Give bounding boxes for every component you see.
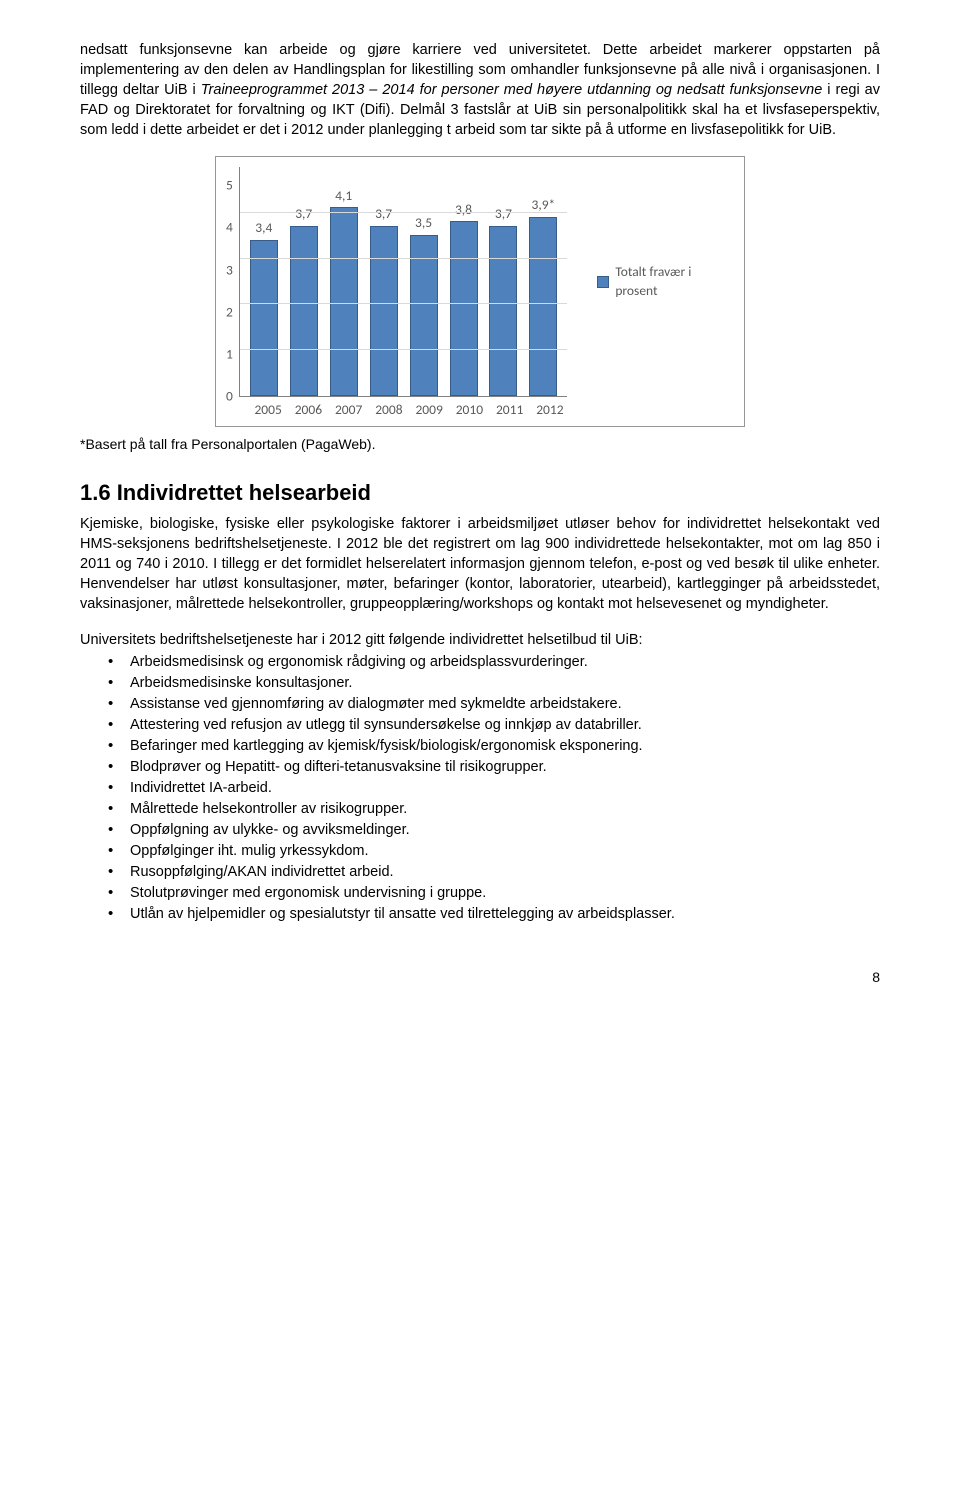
bar-rect — [410, 235, 438, 396]
bar-rect — [250, 240, 278, 396]
bar-value-label: 3,5 — [415, 214, 432, 233]
chart-plot-area: 3,4 3,7 4,1 3,7 3,5 3,8 3,7 3,9* — [239, 167, 568, 397]
list-item: Attestering ved refusjon av utlegg til s… — [108, 715, 880, 735]
bar-rect — [529, 217, 557, 396]
legend-label: Totalt fravær i prosent — [615, 263, 736, 300]
section-paragraph-1: Kjemiske, biologiske, fysiske eller psyk… — [80, 514, 880, 614]
x-tick-label: 2011 — [496, 401, 523, 420]
chart-y-axis: 543210 — [226, 167, 239, 397]
bar-rect — [450, 221, 478, 396]
chart-x-axis: 2005 2006 2007 2008 2009 2010 2011 2012 — [244, 397, 574, 420]
x-tick-label: 2009 — [415, 401, 442, 420]
absence-chart: 543210 3,4 3,7 4,1 3,7 3,5 3,8 3,7 3,9* Totalt … — [215, 156, 745, 427]
x-tick-label: 2005 — [254, 401, 281, 420]
list-item: Oppfølginger iht. mulig yrkessykdom. — [108, 841, 880, 861]
chart-caption: *Basert på tall fra Personalportalen (Pa… — [80, 435, 880, 454]
list-item: Utlån av hjelpemidler og spesialutstyr t… — [108, 904, 880, 924]
chart-bars: 3,4 3,7 4,1 3,7 3,5 3,8 3,7 3,9* — [240, 167, 568, 396]
bar-rect — [370, 226, 398, 396]
x-tick-label: 2010 — [456, 401, 483, 420]
list-item: Blodprøver og Hepatitt- og difteri-tetan… — [108, 757, 880, 777]
list-item: Målrettede helsekontroller av risikogrup… — [108, 799, 880, 819]
bar: 3,7 — [369, 205, 399, 396]
list-item: Individrettet IA-arbeid. — [108, 778, 880, 798]
bar: 3,5 — [409, 214, 439, 396]
list-item: Assistanse ved gjennomføring av dialogmø… — [108, 694, 880, 714]
bar-value-label: 3,8 — [455, 201, 472, 220]
legend-swatch — [597, 276, 609, 288]
bar-value-label: 3,7 — [495, 205, 512, 224]
list-item: Befaringer med kartlegging av kjemisk/fy… — [108, 736, 880, 756]
bar: 3,8 — [449, 201, 479, 396]
x-tick-label: 2012 — [536, 401, 563, 420]
section-heading: 1.6 Individrettet helsearbeid — [80, 478, 880, 508]
bar-value-label: 3,7 — [295, 205, 312, 224]
service-list: Arbeidsmedisinsk og ergonomisk rådgiving… — [80, 652, 880, 924]
x-tick-label: 2008 — [375, 401, 402, 420]
list-item: Arbeidsmedisinske konsultasjoner. — [108, 673, 880, 693]
x-tick-label: 2007 — [335, 401, 362, 420]
bar-value-label: 3,7 — [375, 205, 392, 224]
bar-rect — [489, 226, 517, 396]
bar: 3,9* — [528, 196, 558, 396]
bar: 3,7 — [488, 205, 518, 396]
bar-value-label: 4,1 — [335, 187, 352, 206]
para1-italic: Traineeprogrammet 2013 – 2014 for person… — [201, 82, 822, 98]
bar: 3,7 — [289, 205, 319, 396]
list-item: Rusoppfølging/AKAN individrettet arbeid. — [108, 862, 880, 882]
bar-value-label: 3,4 — [255, 219, 272, 238]
list-item: Arbeidsmedisinsk og ergonomisk rådgiving… — [108, 652, 880, 672]
section-paragraph-2: Universitets bedriftshelsetjeneste har i… — [80, 630, 880, 650]
bar-rect — [330, 207, 358, 396]
bar-rect — [290, 226, 318, 396]
page-number: 8 — [80, 968, 880, 987]
bar: 4,1 — [329, 187, 359, 396]
list-item: Stolutprøvinger med ergonomisk undervisn… — [108, 883, 880, 903]
list-item: Oppfølgning av ulykke- og avviksmeldinge… — [108, 820, 880, 840]
bar: 3,4 — [249, 219, 279, 396]
chart-legend: Totalt fravær i prosent — [597, 263, 736, 300]
x-tick-label: 2006 — [295, 401, 322, 420]
intro-paragraph: nedsatt funksjonsevne kan arbeide og gjø… — [80, 40, 880, 140]
